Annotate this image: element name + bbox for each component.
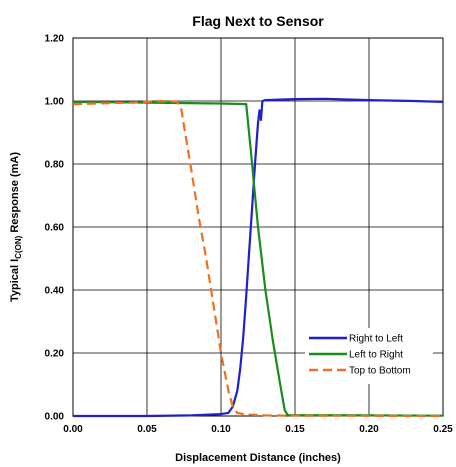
x-axis-label: Displacement Distance (inches) xyxy=(175,452,341,464)
y-axis-label-prefix: Typical I xyxy=(9,259,21,302)
y-tick-label: 0.60 xyxy=(45,223,65,234)
y-axis-label-subscript: C(ON) xyxy=(14,235,23,258)
legend-label: Left to Right xyxy=(349,350,403,361)
y-tick-label: 0.40 xyxy=(45,286,65,297)
x-tick-label: 0.00 xyxy=(63,424,83,435)
y-tick-label: 0.00 xyxy=(45,412,65,423)
x-axis-ticks: 0.00 0.05 0.10 0.15 0.20 0.25 xyxy=(63,424,453,435)
y-axis-ticks: 0.00 0.20 0.40 0.60 0.80 1.00 1.20 xyxy=(45,34,65,423)
y-axis-label-suffix: Response (mA) xyxy=(9,152,21,236)
x-tick-label: 0.15 xyxy=(285,424,305,435)
plot-border xyxy=(72,37,444,417)
x-tick-label: 0.10 xyxy=(211,424,231,435)
series-line xyxy=(72,99,444,418)
legend-label: Right to Left xyxy=(349,334,403,345)
x-tick-label: 0.20 xyxy=(359,424,379,435)
chart-title: Flag Next to Sensor xyxy=(192,13,324,29)
y-tick-label: 1.20 xyxy=(45,34,65,45)
plot-area xyxy=(72,37,444,417)
y-tick-label: 0.20 xyxy=(45,349,65,360)
series-line xyxy=(72,100,444,417)
y-tick-label: 0.80 xyxy=(45,160,65,171)
x-tick-label: 0.05 xyxy=(137,424,157,435)
x-tick-label: 0.25 xyxy=(433,424,453,435)
series-line xyxy=(73,97,444,418)
series-lines xyxy=(72,97,444,418)
legend: Right to Left Left to Right Top to Bottom xyxy=(305,328,433,384)
legend-label: Top to Bottom xyxy=(349,366,411,377)
y-axis-label: Typical IC(ON) Response (mA) xyxy=(9,152,23,302)
y-tick-label: 1.00 xyxy=(45,97,65,108)
